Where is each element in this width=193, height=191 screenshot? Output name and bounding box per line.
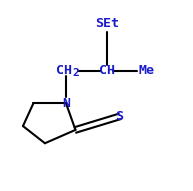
Text: 2: 2 — [73, 68, 79, 78]
Text: SEt: SEt — [95, 17, 119, 30]
Text: Me: Me — [138, 64, 154, 77]
Text: N: N — [62, 97, 70, 110]
Text: CH: CH — [56, 64, 72, 77]
Text: CH: CH — [99, 64, 115, 77]
Text: S: S — [115, 110, 123, 123]
